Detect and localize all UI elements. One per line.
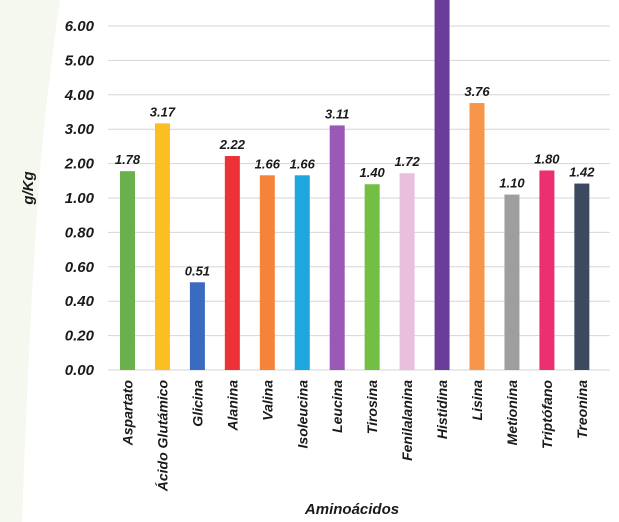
y-tick-label: 2.00 bbox=[64, 156, 95, 173]
y-tick-label: 4.00 bbox=[64, 87, 95, 104]
bar bbox=[434, 0, 450, 371]
y-tick-label: 0.40 bbox=[65, 293, 95, 310]
gridlines bbox=[108, 25, 610, 371]
x-category-label: Alanina bbox=[224, 380, 240, 432]
data-label: 1.40 bbox=[359, 165, 385, 180]
x-category-label: Metionina bbox=[504, 380, 520, 446]
bar bbox=[539, 170, 555, 370]
x-category-label: Fenilalanina bbox=[399, 380, 415, 461]
x-category-label: Histidina bbox=[434, 380, 450, 439]
bar bbox=[224, 156, 240, 370]
x-axis-categories: Aspartato Ácido Glutámico Glicina Alanina Va… bbox=[120, 380, 590, 493]
y-tick-label: 7.00 bbox=[65, 0, 95, 1]
bar bbox=[154, 123, 170, 371]
y-tick-label: 0.20 bbox=[65, 328, 95, 345]
x-category-label: Treonina bbox=[574, 380, 590, 439]
data-labels: 1.783.170.512.221.661.663.111.401.726.87… bbox=[115, 84, 595, 278]
y-tick-label: 0.60 bbox=[65, 259, 95, 276]
x-category-label: Leucina bbox=[329, 380, 345, 433]
data-label: 0.51 bbox=[185, 263, 210, 278]
bars bbox=[120, 0, 590, 371]
y-tick-label: 1.00 bbox=[65, 190, 95, 207]
data-label: 3.76 bbox=[464, 84, 490, 99]
x-category-label: Ácido Glutámico bbox=[154, 380, 170, 493]
y-tick-label: 5.00 bbox=[65, 52, 95, 69]
x-category-label: Aspartato bbox=[120, 380, 136, 447]
x-category-label: Tirosina bbox=[364, 380, 380, 434]
y-tick-label: 3.00 bbox=[65, 121, 95, 138]
bar bbox=[120, 171, 135, 370]
bar bbox=[399, 173, 415, 370]
bar bbox=[189, 282, 205, 370]
bar bbox=[469, 103, 485, 370]
x-category-label: Valina bbox=[259, 380, 275, 421]
x-category-label: Triptófano bbox=[539, 380, 555, 449]
data-label: 1.78 bbox=[115, 152, 141, 167]
data-label: 3.17 bbox=[150, 104, 176, 119]
x-category-label: Isoleucina bbox=[294, 380, 310, 449]
bar bbox=[294, 175, 310, 370]
x-category-label: Lisina bbox=[469, 380, 485, 421]
bar bbox=[364, 184, 380, 370]
bar bbox=[259, 175, 275, 370]
bar bbox=[329, 125, 345, 370]
data-label: 1.10 bbox=[499, 176, 525, 191]
data-label: 1.42 bbox=[569, 165, 595, 180]
data-label: 3.11 bbox=[325, 106, 349, 121]
x-axis-label: Aminoácidos bbox=[304, 501, 399, 518]
data-label: 1.72 bbox=[394, 154, 420, 169]
y-axis-label: g/Kg bbox=[20, 171, 37, 205]
y-tick-label: 6.00 bbox=[65, 18, 95, 35]
data-label: 1.66 bbox=[290, 156, 316, 171]
data-label: 1.80 bbox=[534, 151, 560, 166]
data-label: 1.66 bbox=[255, 156, 281, 171]
bar bbox=[574, 183, 590, 370]
data-label: 2.22 bbox=[219, 137, 246, 152]
x-category-label: Glicina bbox=[189, 380, 205, 427]
y-tick-label: 0.80 bbox=[65, 224, 95, 241]
y-tick-label: 0.00 bbox=[65, 362, 95, 379]
bar bbox=[504, 194, 520, 370]
y-axis-ticks: 0.00 0.20 0.40 0.60 0.80 1.00 2.00 3.00 4.00 5.00… bbox=[64, 0, 95, 379]
